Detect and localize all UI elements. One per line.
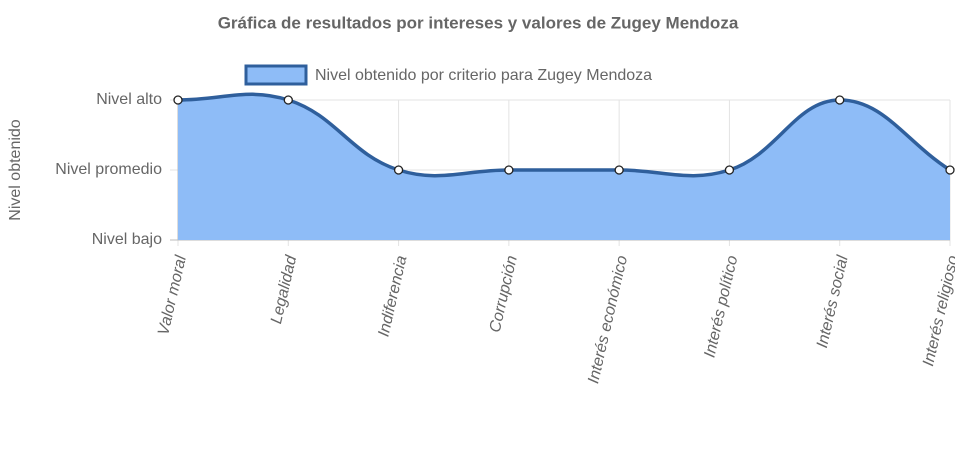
y-tick-label: Nivel alto — [96, 91, 162, 108]
y-tick-label: Nivel promedio — [55, 161, 162, 178]
point — [393, 165, 404, 175]
y-axis-title: Nivel obtenido — [7, 119, 24, 221]
point — [173, 95, 183, 105]
x-tick-label: Corrupción — [487, 254, 521, 334]
area — [178, 94, 950, 240]
point — [724, 165, 735, 175]
x-tick-label: Interés social — [814, 254, 852, 350]
legend-swatch — [244, 64, 308, 86]
point — [945, 165, 955, 175]
point — [835, 95, 845, 105]
point — [283, 95, 293, 105]
point — [614, 165, 624, 175]
x-tick-label: Valor moral — [155, 254, 190, 337]
chart-title: Gráfica de resultados por intereses y va… — [218, 13, 739, 32]
line — [177, 92, 951, 178]
x-tick-label: Interés religioso — [920, 254, 955, 368]
x-tick-label: Interés económico — [585, 254, 631, 385]
point — [504, 165, 514, 175]
x-tick-label: Legalidad — [268, 253, 300, 326]
legend-label: Nivel obtenido por criterio para Zugey M… — [315, 67, 652, 84]
x-tick-label: Indiferencia — [375, 254, 410, 339]
x-tick-label: Interés político — [701, 254, 741, 359]
y-tick-label: Nivel bajo — [92, 231, 162, 248]
